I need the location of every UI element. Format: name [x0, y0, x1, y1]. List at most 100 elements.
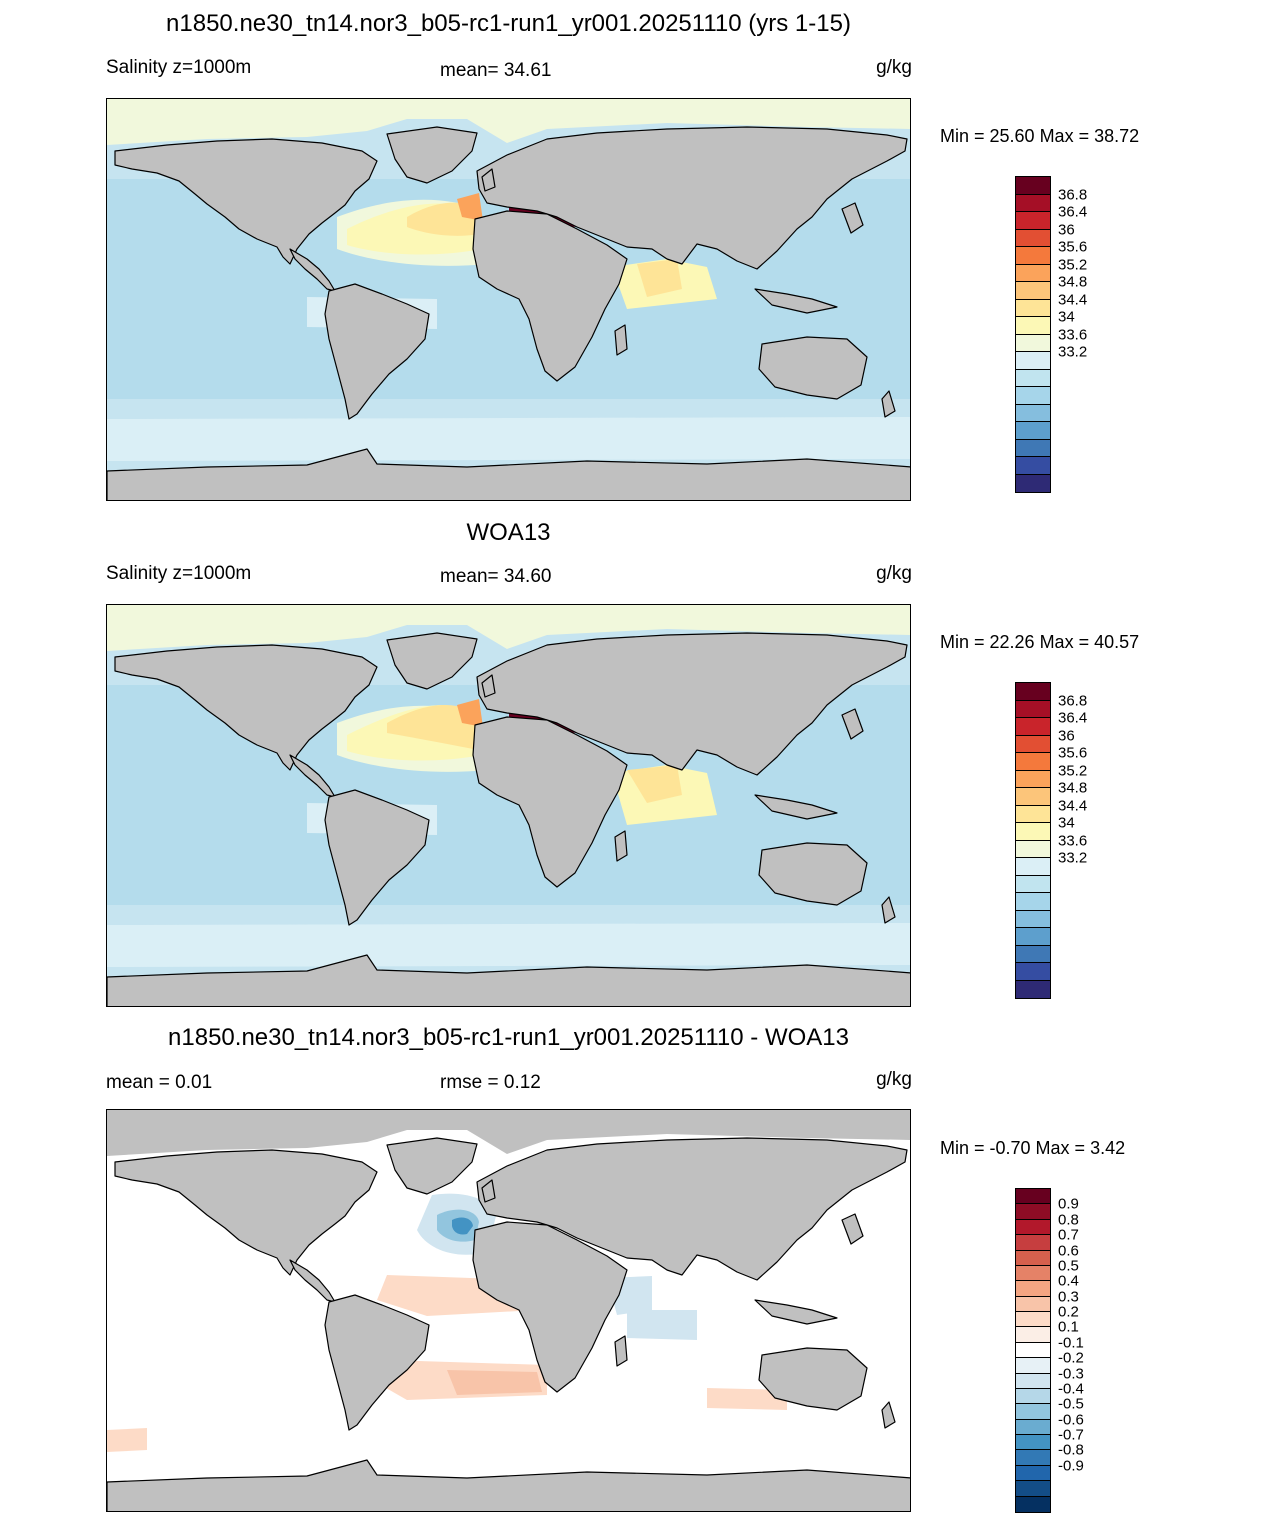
colorbar-label: 33.2: [1058, 849, 1088, 867]
panel-title: n1850.ne30_tn14.nor3_b05-rc1-run1_yr001.…: [168, 1024, 849, 1051]
colorbar-label: 36.4: [1058, 203, 1088, 221]
colorbar-swatch: [1016, 718, 1050, 736]
colorbar-swatch: [1016, 1419, 1050, 1435]
colorbar-label: -0.7: [1058, 1426, 1084, 1444]
colorbar-label: 33.6: [1058, 326, 1088, 343]
colorbar-swatch: [1016, 352, 1050, 370]
colorbar-swatch: [1016, 980, 1050, 998]
colorbar-swatch: [1016, 474, 1050, 492]
colorbar-label: 34: [1058, 308, 1075, 326]
colorbar-label: 36: [1058, 727, 1075, 744]
colorbar-label: 36: [1058, 221, 1075, 238]
salinity-contour-region: [457, 699, 483, 727]
salinity-contour-region: [457, 193, 483, 221]
colorbar: [1015, 1188, 1051, 1513]
colorbar-label: 0.4: [1058, 1272, 1079, 1290]
colorbar-label: -0.4: [1058, 1380, 1084, 1398]
colorbar-swatch: [1016, 194, 1050, 212]
world-map: [106, 1109, 911, 1512]
colorbar-swatch: [1016, 1342, 1050, 1359]
colorbar-swatch: [1016, 1219, 1050, 1236]
landmass-japan: [841, 202, 864, 234]
salinity-contour-region: [107, 417, 910, 461]
arctic-field: [107, 99, 910, 145]
salinity-contour-region: [707, 1388, 787, 1410]
colorbar-swatch: [1016, 369, 1050, 387]
colorbar-swatch: [1016, 753, 1050, 771]
colorbar-label: 0.7: [1058, 1226, 1079, 1244]
landmass-antarctica: [107, 448, 910, 500]
landmass-north-america: [114, 644, 378, 771]
landmass-australia: [758, 842, 868, 906]
colorbar-swatch: [1016, 1450, 1050, 1466]
colorbar-label: 34.8: [1058, 273, 1088, 291]
colorbar-label: 0.5: [1058, 1257, 1079, 1275]
colorbar-swatch: [1016, 387, 1050, 405]
panel-units-label: g/kg: [876, 1069, 912, 1090]
colorbar-label: 0.3: [1058, 1288, 1079, 1306]
salinity-contour-region: [107, 923, 910, 967]
map-svg: [107, 99, 910, 500]
salinity-contour-region: [627, 1310, 697, 1340]
salinity-contour-region: [447, 1370, 542, 1395]
landmass-uk: [481, 674, 496, 698]
colorbar-swatch: [1016, 1235, 1050, 1251]
colorbar-swatch: [1016, 439, 1050, 457]
landmass-africa: [472, 210, 628, 382]
colorbar-label: 0.2: [1058, 1303, 1079, 1321]
colorbar-label: 35.2: [1058, 256, 1088, 273]
colorbar-label: -0.6: [1058, 1411, 1084, 1429]
colorbar-label: 0.1: [1058, 1318, 1079, 1336]
colorbar-label: -0.2: [1058, 1349, 1084, 1367]
colorbar-label: -0.5: [1058, 1395, 1084, 1413]
colorbar-label: 35.6: [1058, 744, 1088, 762]
colorbar-swatch: [1016, 770, 1050, 788]
colorbar-swatch: [1016, 1358, 1050, 1374]
colorbar-swatch: [1016, 457, 1050, 475]
colorbar-swatch: [1016, 1296, 1050, 1312]
colorbar-swatch: [1016, 945, 1050, 963]
salinity-contour-region: [387, 704, 479, 750]
colorbar-swatch: [1016, 1496, 1050, 1512]
panel-title: n1850.ne30_tn14.nor3_b05-rc1-run1_yr001.…: [166, 10, 851, 37]
panel-title: WOA13: [466, 519, 551, 546]
landmass-madagascar: [614, 830, 628, 862]
colorbar-swatch: [1016, 299, 1050, 317]
colorbar-swatch: [1016, 334, 1050, 352]
colorbar-label: 0.6: [1058, 1242, 1079, 1260]
colorbar-swatch: [1016, 1404, 1050, 1420]
world-map: [106, 98, 911, 501]
landmass-eurasia: [476, 632, 908, 776]
world-map: [106, 604, 911, 1007]
colorbar-label: 34.4: [1058, 797, 1088, 814]
colorbar-swatch: [1016, 1312, 1050, 1328]
colorbar-swatch: [1016, 928, 1050, 946]
map-svg: [107, 605, 910, 1006]
colorbar-swatch: [1016, 1388, 1050, 1405]
colorbar-label: 36.8: [1058, 186, 1088, 203]
colorbar-swatch: [1016, 805, 1050, 823]
panel-units-label: g/kg: [876, 563, 912, 584]
landmass-australia: [758, 1347, 868, 1411]
landmass-greenland: [386, 632, 478, 690]
missing-data-mask: [107, 1110, 910, 1156]
colorbar-label: -0.1: [1058, 1334, 1084, 1352]
colorbar-label: -0.3: [1058, 1365, 1084, 1383]
colorbar-swatch: [1016, 1373, 1050, 1389]
arctic-field: [107, 605, 910, 651]
panel-observations: WOA13 Salinity z=1000m mean= 34.60 g/kg …: [0, 506, 1285, 1012]
panel-variable-label: Salinity z=1000m: [106, 57, 252, 78]
min-max-label: Min = 22.26 Max = 40.57: [940, 632, 1140, 652]
colorbar-label: 0.9: [1058, 1195, 1079, 1213]
landmass-south-america: [324, 283, 430, 420]
colorbar-swatch: [1016, 1465, 1050, 1482]
colorbar-label: 33.2: [1058, 343, 1088, 361]
landmass-antarctica: [107, 954, 910, 1006]
landmass-north-america: [114, 138, 378, 265]
colorbar-swatch: [1016, 700, 1050, 718]
panel-mean-label: mean= 34.60: [440, 566, 552, 587]
salinity-contour-region: [452, 1217, 473, 1235]
panel-variable-label: Salinity z=1000m: [106, 563, 252, 584]
landmass-madagascar: [614, 324, 628, 356]
landmass-indonesia: [754, 288, 838, 314]
